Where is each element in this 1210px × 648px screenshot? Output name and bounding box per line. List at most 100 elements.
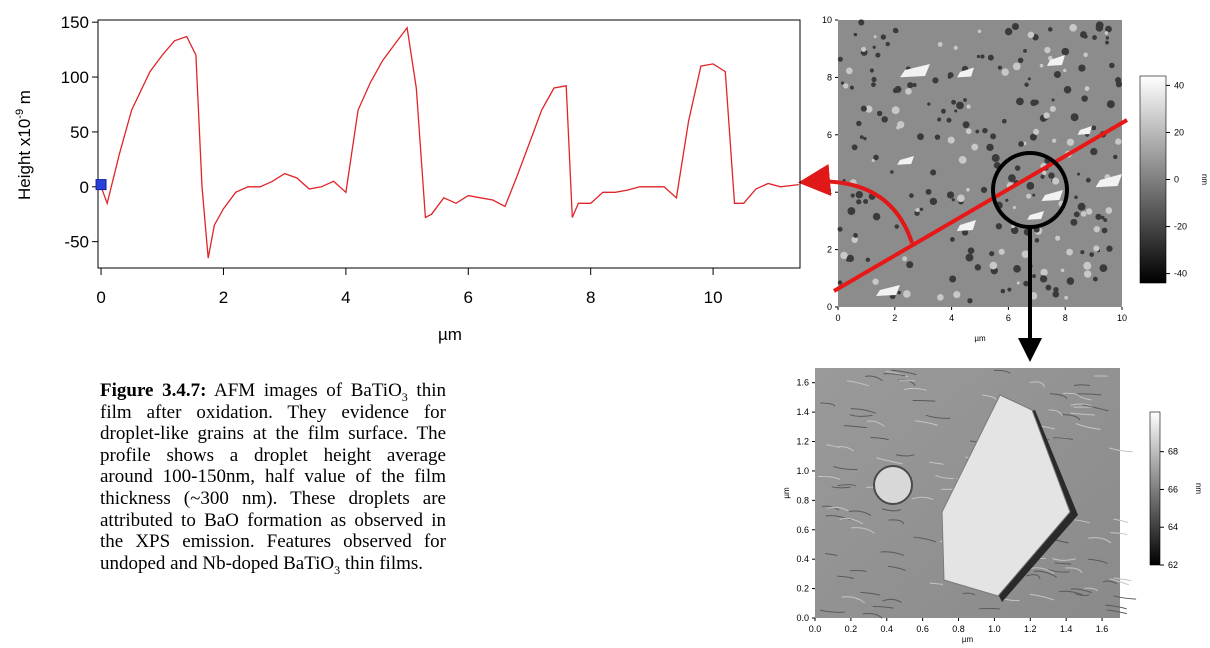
image-x-tick-label: 0.4	[881, 624, 894, 634]
afm-pit	[1092, 35, 1097, 40]
afm-pit	[1047, 55, 1053, 61]
afm-pit	[894, 29, 899, 34]
afm-pit	[1113, 154, 1118, 160]
afm-pit	[1106, 100, 1115, 109]
afm-pit	[846, 254, 855, 263]
afm-pit	[986, 143, 994, 152]
afm-pit	[1040, 174, 1045, 179]
afm-texture	[982, 394, 997, 400]
afm-pit	[1077, 202, 1086, 211]
afm-pit	[907, 82, 914, 89]
afm-pit	[873, 35, 877, 39]
afm-pit	[990, 133, 997, 140]
afm-texture	[1075, 423, 1101, 430]
afm-texture	[1110, 532, 1128, 536]
afm-texture	[935, 474, 954, 480]
afm-pit	[953, 45, 958, 50]
afm-pit	[1085, 208, 1093, 215]
afm-texture	[1107, 609, 1128, 615]
afm-pit	[1012, 205, 1016, 210]
afm-pit	[1023, 48, 1027, 53]
afm-texture	[876, 457, 903, 465]
afm-pit	[856, 199, 862, 205]
afm-grain	[1027, 211, 1044, 220]
afm-grain	[900, 64, 930, 78]
colorbar	[1149, 411, 1161, 566]
afm-pit	[863, 198, 869, 204]
image-x-tick-label: 4	[949, 313, 954, 323]
profile-arrow	[798, 164, 914, 244]
caption-text: thin films.	[340, 552, 424, 574]
afm-texture	[914, 420, 939, 426]
afm-pit	[1070, 113, 1079, 122]
afm-pit	[1001, 118, 1007, 124]
afm-texture	[1082, 404, 1109, 412]
afm-pit	[1095, 213, 1102, 220]
caption-sub: 3	[334, 562, 341, 577]
image-x-tick-label: 0.6	[916, 624, 929, 634]
afm-pit	[1103, 218, 1108, 222]
image-x-tick-label: 0	[835, 313, 840, 323]
afm-texture	[1029, 593, 1054, 601]
colorbar-tick-label: 66	[1168, 484, 1178, 494]
image-y-tick-label: 0.8	[796, 495, 809, 505]
y-label-text: Height x10	[15, 119, 34, 200]
image-y-tick-label: 0.2	[796, 584, 809, 594]
image-y-tick-label: 1.0	[796, 466, 809, 476]
profile-line	[100, 26, 799, 259]
afm-pit	[891, 106, 900, 115]
afm-pit	[1089, 252, 1095, 257]
afm-pit	[843, 83, 849, 89]
afm-pit	[1051, 98, 1055, 102]
afm-pit	[1034, 238, 1040, 243]
afm-texture	[896, 454, 915, 457]
afm-pit	[953, 291, 961, 299]
crystal	[941, 394, 1071, 597]
afm-pit	[987, 54, 994, 61]
colorbar-label: nm	[1194, 483, 1203, 494]
afm-grain	[1041, 190, 1063, 201]
afm-pit	[892, 87, 899, 94]
afm-pit	[1106, 245, 1113, 252]
afm-pit	[855, 190, 864, 199]
afm-texture	[851, 527, 875, 534]
afm-grain	[876, 285, 900, 296]
cursor-marker	[95, 179, 107, 191]
afm-pit	[1007, 287, 1012, 292]
afm-pit	[962, 121, 970, 129]
afm-pit	[997, 65, 1002, 70]
afm-pit	[1066, 277, 1075, 285]
afm-texture	[925, 414, 951, 419]
afm-texture	[821, 505, 840, 511]
afm-pit	[991, 154, 1000, 163]
afm-pit	[871, 82, 876, 88]
afm-pit	[856, 120, 862, 127]
afm-pit	[865, 257, 871, 262]
afm-pit	[897, 120, 905, 129]
afm-pit	[934, 134, 941, 140]
colorbar-tick-label: 64	[1168, 522, 1178, 532]
afm-pit	[966, 104, 971, 109]
image-x-tick-label: 1.6	[1096, 624, 1109, 634]
afm-pit	[1016, 97, 1024, 106]
afm-texture	[1076, 393, 1102, 396]
image-y-label: µm	[782, 487, 791, 499]
colorbar-tick-label: 68	[1168, 447, 1178, 457]
y-label-exponent: -9	[14, 109, 26, 119]
afm-pit	[976, 54, 981, 59]
afm-pit	[1033, 99, 1039, 105]
afm-pit	[1027, 77, 1031, 81]
afm-texture	[1105, 604, 1127, 610]
afm-texture	[817, 475, 841, 480]
y-tick-label: -50	[64, 233, 89, 252]
afm-texture	[1070, 588, 1093, 594]
afm-pit	[853, 233, 858, 238]
afm-texture	[1073, 384, 1091, 387]
afm-texture	[1084, 587, 1099, 592]
afm-texture	[1102, 580, 1118, 585]
afm-pit	[989, 261, 998, 270]
image-x-tick-label: 1.0	[988, 624, 1001, 634]
afm-pit	[930, 169, 937, 176]
afm-pit	[1086, 178, 1090, 183]
afm-pit	[1070, 218, 1078, 226]
